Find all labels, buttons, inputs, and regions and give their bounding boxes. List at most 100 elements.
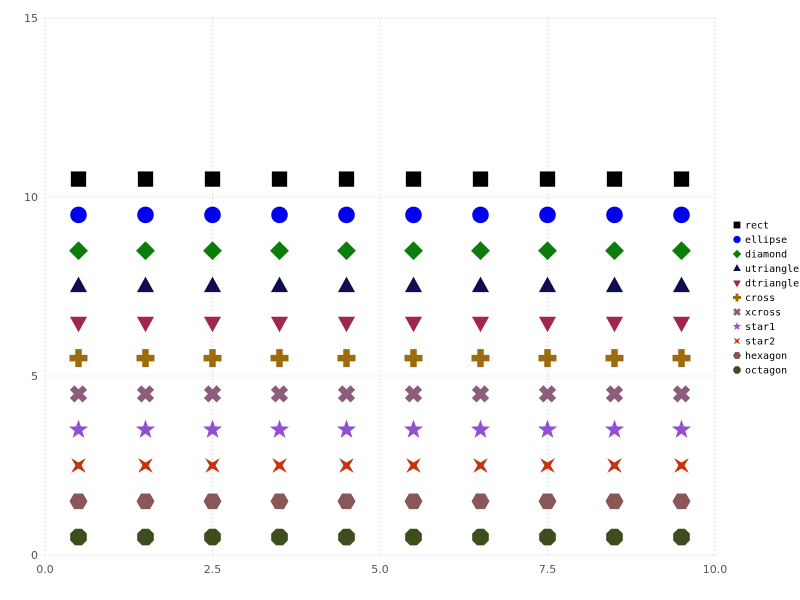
octagon-marker-legend-icon bbox=[733, 366, 741, 374]
star2-marker bbox=[540, 458, 555, 473]
xcross-marker bbox=[337, 385, 356, 403]
rect-marker bbox=[673, 171, 690, 187]
cross-marker bbox=[337, 349, 356, 368]
legend-item-octagon: octagon bbox=[733, 366, 787, 377]
utriangle-marker bbox=[605, 276, 624, 293]
legend-label-star1: star1 bbox=[745, 322, 775, 333]
series-octagon bbox=[70, 528, 690, 546]
star2-marker bbox=[473, 458, 488, 473]
series-xcross bbox=[69, 385, 691, 403]
hexagon-marker bbox=[471, 493, 490, 510]
diamond-marker bbox=[136, 241, 155, 261]
series-diamond bbox=[69, 241, 691, 261]
ellipse-marker bbox=[137, 206, 154, 224]
series-cross bbox=[69, 349, 691, 368]
diamond-marker bbox=[672, 241, 691, 261]
legend-item-diamond: diamond bbox=[732, 249, 787, 261]
hexagon-marker-legend-icon bbox=[733, 352, 741, 359]
series-hexagon bbox=[69, 493, 691, 510]
legend-item-xcross: xcross bbox=[733, 308, 781, 319]
dtriangle-marker bbox=[270, 316, 289, 333]
legend-item-utriangle: utriangle bbox=[733, 264, 799, 275]
utriangle-marker bbox=[471, 276, 490, 293]
series-star1 bbox=[68, 419, 692, 438]
legend-item-star2: star2 bbox=[733, 337, 775, 348]
star2-marker bbox=[339, 458, 354, 473]
cross-marker bbox=[270, 349, 289, 368]
star2-marker bbox=[406, 458, 421, 473]
x-axis-tick-label: 10.0 bbox=[703, 563, 728, 576]
legend-label-ellipse: ellipse bbox=[745, 235, 787, 246]
cross-marker bbox=[471, 349, 490, 368]
utriangle-marker bbox=[337, 276, 356, 293]
hexagon-marker bbox=[605, 493, 624, 510]
star1-marker bbox=[135, 419, 156, 438]
dtriangle-marker bbox=[337, 316, 356, 333]
star1-marker bbox=[671, 419, 692, 438]
rect-marker-legend-icon bbox=[733, 221, 741, 229]
legend-label-hexagon: hexagon bbox=[745, 351, 787, 362]
ellipse-marker bbox=[204, 206, 221, 224]
cross-marker bbox=[672, 349, 691, 368]
star1-marker bbox=[269, 419, 290, 438]
hexagon-marker bbox=[270, 493, 289, 510]
octagon-marker bbox=[606, 528, 623, 546]
hexagon-marker bbox=[538, 493, 557, 510]
xcross-marker bbox=[136, 385, 155, 403]
series-rect bbox=[70, 171, 690, 187]
hexagon-marker bbox=[136, 493, 155, 510]
octagon-marker bbox=[204, 528, 221, 546]
x-axis-tick-label: 5.0 bbox=[371, 563, 389, 576]
legend-item-rect: rect bbox=[733, 221, 769, 232]
ellipse-marker bbox=[606, 206, 623, 224]
utriangle-marker bbox=[672, 276, 691, 293]
y-axis-tick-label: 10 bbox=[24, 191, 38, 204]
star1-marker bbox=[336, 419, 357, 438]
legend-label-utriangle: utriangle bbox=[745, 264, 799, 275]
octagon-marker bbox=[405, 528, 422, 546]
xcross-marker bbox=[69, 385, 88, 403]
legend-label-diamond: diamond bbox=[745, 250, 787, 261]
star2-marker bbox=[71, 458, 86, 473]
octagon-marker bbox=[472, 528, 489, 546]
cross-marker-legend-icon bbox=[733, 293, 741, 302]
star1-marker-legend-icon bbox=[732, 322, 742, 331]
legend-item-cross: cross bbox=[733, 293, 775, 304]
utriangle-marker-legend-icon bbox=[733, 264, 741, 271]
xcross-marker bbox=[270, 385, 289, 403]
star2-marker bbox=[272, 458, 287, 473]
hexagon-marker bbox=[404, 493, 423, 510]
star2-marker bbox=[607, 458, 622, 473]
diamond-marker bbox=[404, 241, 423, 261]
rect-marker bbox=[606, 171, 623, 187]
diamond-marker bbox=[605, 241, 624, 261]
star2-marker bbox=[674, 458, 689, 473]
legend-label-xcross: xcross bbox=[745, 308, 781, 319]
legend-label-rect: rect bbox=[745, 221, 769, 232]
diamond-marker bbox=[337, 241, 356, 261]
star1-marker bbox=[403, 419, 424, 438]
xcross-marker-legend-icon bbox=[733, 308, 741, 316]
rect-marker bbox=[405, 171, 422, 187]
legend-label-star2: star2 bbox=[745, 337, 775, 348]
legend: rect ellipse diamond utriangle dtriangle cros… bbox=[732, 221, 799, 377]
octagon-marker bbox=[137, 528, 154, 546]
ellipse-marker-legend-icon bbox=[733, 235, 741, 244]
xcross-marker bbox=[203, 385, 222, 403]
x-axis-tick-label: 0.0 bbox=[36, 563, 54, 576]
series-ellipse bbox=[70, 206, 690, 224]
xcross-marker bbox=[538, 385, 557, 403]
dtriangle-marker-legend-icon bbox=[733, 280, 741, 288]
diamond-marker-legend-icon bbox=[732, 249, 742, 259]
utriangle-marker bbox=[270, 276, 289, 293]
legend-item-hexagon: hexagon bbox=[733, 351, 787, 362]
rect-marker bbox=[539, 171, 556, 187]
star1-marker bbox=[470, 419, 491, 438]
dtriangle-marker bbox=[672, 316, 691, 333]
star2-marker bbox=[205, 458, 220, 473]
y-axis-tick-label: 5 bbox=[31, 370, 38, 383]
xcross-marker bbox=[471, 385, 490, 403]
xcross-marker bbox=[672, 385, 691, 403]
